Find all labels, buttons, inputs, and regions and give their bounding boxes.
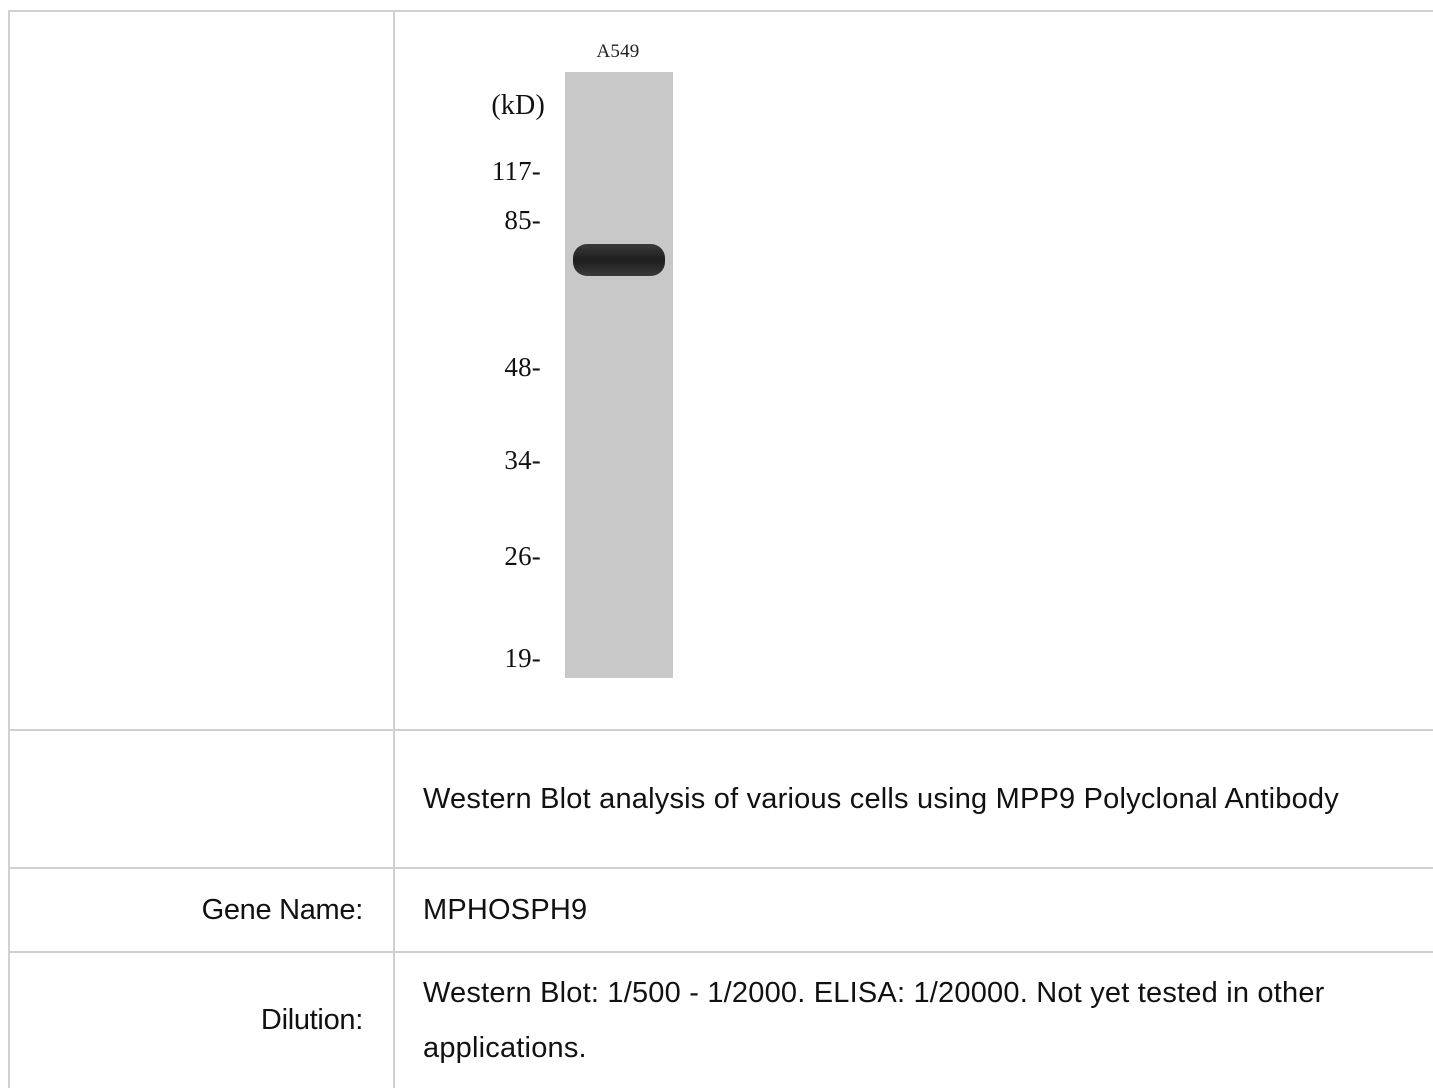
- lane-label: A549: [596, 41, 639, 62]
- dilution-value: Western Blot: 1/500 - 1/2000. ELISA: 1/2…: [423, 976, 1325, 1064]
- dilution-row: Dilution: Western Blot: 1/500 - 1/2000. …: [8, 951, 1433, 1088]
- western-blot-image: A549 (kD) 117- 85- 48- 34- 26- 19-: [491, 41, 673, 678]
- unit-label: (kD): [491, 90, 545, 121]
- gene-name-value: MPHOSPH9: [423, 893, 588, 926]
- gene-name-row: Gene Name: MPHOSPH9: [8, 867, 1433, 951]
- gene-name-label: Gene Name:: [8, 869, 395, 951]
- gel-lane: [565, 72, 673, 678]
- marker-48: 48-: [504, 352, 541, 382]
- marker-117: 117-: [492, 156, 541, 186]
- marker-85: 85-: [504, 205, 541, 235]
- marker-34: 34-: [504, 445, 541, 475]
- marker-19: 19-: [504, 643, 541, 673]
- marker-26: 26-: [504, 541, 541, 571]
- western-blot-cell: A549 (kD) 117- 85- 48- 34- 26- 19-: [395, 12, 1433, 729]
- image-row: A549 (kD) 117- 85- 48- 34- 26- 19-: [8, 10, 1433, 729]
- caption-row-label: [8, 731, 395, 867]
- dilution-label: Dilution:: [8, 953, 395, 1088]
- caption-text: Western Blot analysis of various cells u…: [423, 782, 1339, 815]
- protein-band: [573, 244, 665, 276]
- product-info-table: A549 (kD) 117- 85- 48- 34- 26- 19- Weste…: [8, 10, 1433, 1088]
- caption-row: Western Blot analysis of various cells u…: [8, 729, 1433, 867]
- image-row-label: [8, 12, 395, 729]
